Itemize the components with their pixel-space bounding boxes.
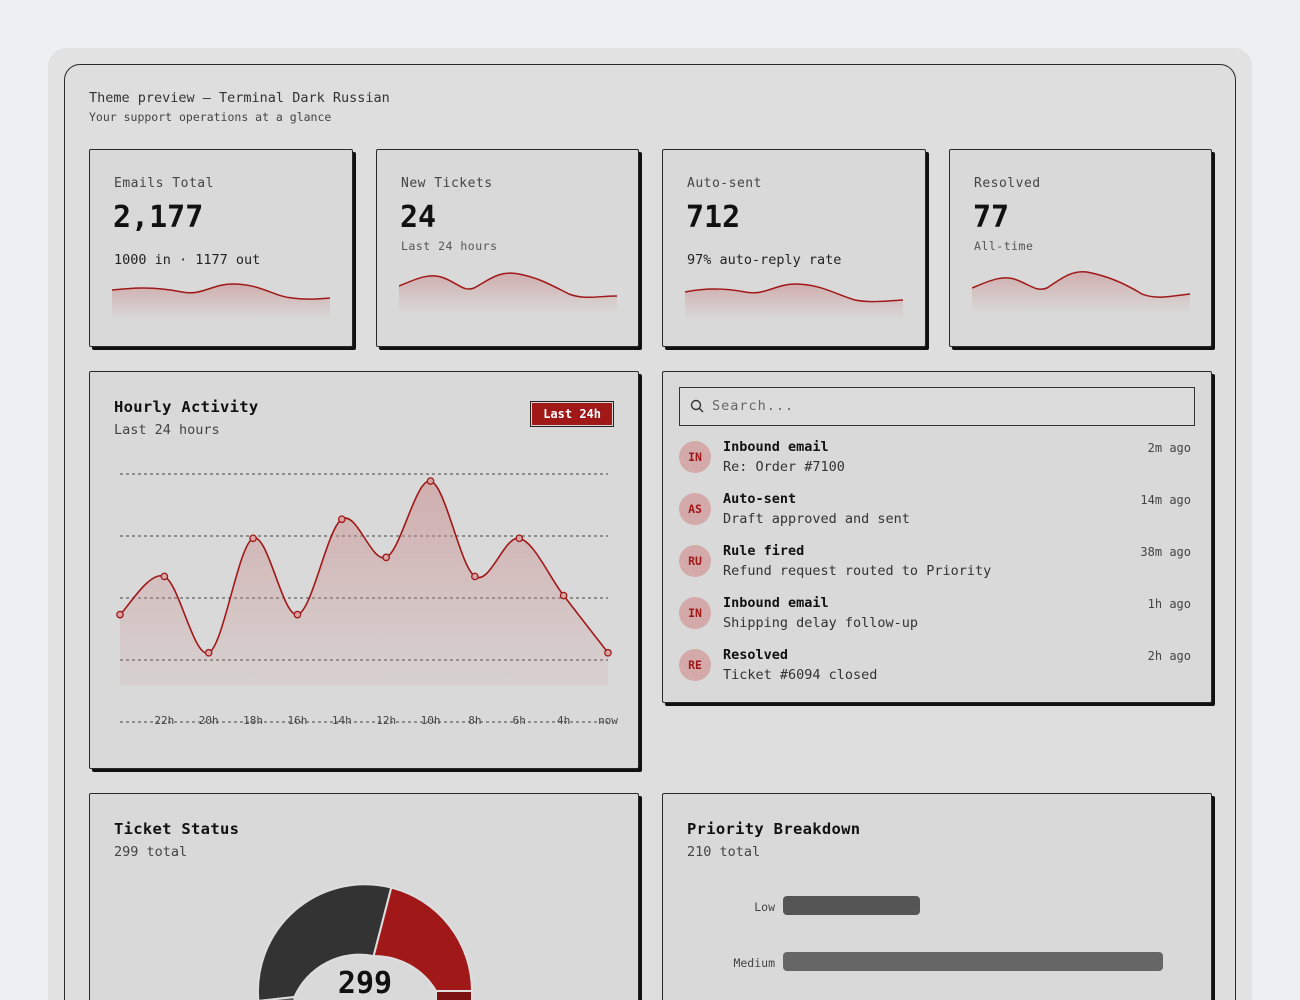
area-fill — [120, 480, 608, 686]
feed-timestamp: 2m ago — [1147, 441, 1191, 455]
data-point — [293, 610, 302, 619]
kpi-card-new-tickets: New Tickets 24 Last 24 hours — [376, 149, 639, 347]
data-point — [160, 572, 169, 581]
sparkline — [112, 283, 330, 320]
hourly-activity-card: Hourly Activity Last 24 hours Last 24h 2… — [89, 371, 639, 769]
search-box[interactable] — [679, 387, 1195, 426]
feed-description: Draft approved and sent — [723, 511, 910, 527]
data-point — [471, 572, 479, 581]
feed-item[interactable]: RU Rule fired Refund request routed to P… — [679, 543, 1191, 587]
kpi-card-emails: Emails Total 2,177 1000 in · 1177 out — [89, 149, 353, 347]
donut-center-value: 299 — [338, 966, 392, 1000]
x-tick-label: 4h — [557, 714, 570, 727]
data-point — [604, 648, 612, 657]
priority-bar-low — [783, 896, 920, 915]
kpi-card-auto-sent: Auto-sent 712 97% auto-reply rate — [662, 149, 926, 347]
x-tick-label: now — [598, 714, 618, 727]
card-subtitle: 299 total — [114, 844, 188, 860]
kpi-label: Auto-sent — [687, 176, 762, 191]
feed-item[interactable]: IN Inbound email Re: Order #7100 2m ago — [679, 439, 1191, 483]
data-point — [559, 591, 568, 600]
avatar: RE — [679, 649, 711, 681]
sparkline — [685, 283, 903, 320]
data-point — [337, 515, 346, 524]
x-tick-label: 6h — [513, 714, 526, 727]
feed-item[interactable]: AS Auto-sent Draft approved and sent 14m… — [679, 491, 1191, 535]
sparkline — [972, 270, 1190, 314]
feed-title: Resolved — [723, 647, 789, 663]
donut-segment-other — [258, 995, 296, 1000]
kpi-label: New Tickets — [401, 176, 493, 191]
card-subtitle: 210 total — [687, 844, 761, 860]
ticket-status-card: Ticket Status 299 total 299 — [89, 793, 639, 1000]
sparkline — [399, 272, 617, 314]
data-point — [116, 610, 124, 619]
kpi-value: 2,177 — [113, 200, 204, 235]
x-tick-label: 18h — [243, 714, 263, 727]
x-tick-label: 8h — [468, 714, 481, 727]
page-title: Theme preview — Terminal Dark Russian — [89, 90, 390, 106]
kpi-label: Resolved — [974, 176, 1041, 191]
kpi-card-resolved: Resolved 77 All-time — [949, 149, 1212, 347]
hourly-activity-chart: 22h 20h 18h 16h 14h 12h 10h 8h 6h 4h now — [116, 473, 618, 727]
x-tick-label: 22h — [154, 714, 174, 727]
avatar: IN — [679, 441, 711, 473]
x-tick-label: 20h — [199, 714, 219, 727]
kpi-value: 24 — [400, 200, 437, 235]
priority-bar-medium — [783, 952, 1163, 971]
feed-item[interactable]: RE Resolved Ticket #6094 closed 2h ago — [679, 647, 1191, 691]
ticket-status-donut: 299 — [256, 883, 474, 1000]
feed-description: Refund request routed to Priority — [723, 563, 992, 579]
data-point — [515, 534, 524, 543]
page-subtitle: Your support operations at a glance — [89, 110, 332, 124]
kpi-subtext: All-time — [974, 239, 1034, 253]
kpi-subtext: 1000 in · 1177 out — [114, 252, 261, 268]
avatar: AS — [679, 493, 711, 525]
data-point — [204, 648, 213, 657]
feed-description: Shipping delay follow-up — [723, 615, 919, 631]
feed-description: Re: Order #7100 — [723, 459, 845, 475]
priority-label: Medium — [733, 956, 775, 970]
card-title: Hourly Activity — [114, 398, 259, 416]
data-point — [382, 553, 391, 562]
feed-timestamp: 1h ago — [1147, 597, 1191, 611]
card-title: Ticket Status — [114, 820, 240, 838]
x-tick-label: 12h — [376, 714, 396, 727]
kpi-subtext: Last 24 hours — [401, 239, 498, 253]
data-point — [426, 477, 435, 485]
avatar: RU — [679, 545, 711, 577]
data-point — [249, 534, 257, 543]
kpi-label: Emails Total — [114, 176, 214, 191]
range-badge[interactable]: Last 24h — [530, 401, 614, 427]
kpi-subtext: 97% auto-reply rate — [687, 252, 842, 268]
feed-title: Rule fired — [723, 543, 805, 559]
feed-timestamp: 38m ago — [1140, 545, 1191, 559]
feed-title: Auto-sent — [723, 491, 797, 507]
x-tick-label: 16h — [288, 714, 308, 727]
x-tick-label: 14h — [332, 714, 352, 727]
feed-item[interactable]: IN Inbound email Shipping delay follow-u… — [679, 595, 1191, 639]
card-subtitle: Last 24 hours — [114, 422, 220, 438]
feed-title: Inbound email — [723, 595, 829, 611]
feed-description: Ticket #6094 closed — [723, 667, 878, 683]
donut-segment-open — [256, 883, 393, 1000]
search-input[interactable] — [712, 388, 1182, 424]
kpi-value: 712 — [686, 200, 741, 235]
donut-segment-pending — [372, 886, 474, 992]
avatar: IN — [679, 597, 711, 629]
priority-label: Low — [754, 900, 775, 914]
donut-segment-resolved — [435, 990, 473, 1000]
priority-breakdown-card: Priority Breakdown 210 total Low Medium — [662, 793, 1212, 1000]
search-icon — [690, 399, 704, 413]
activity-feed-card: IN Inbound email Re: Order #7100 2m ago … — [662, 371, 1212, 703]
feed-timestamp: 2h ago — [1147, 649, 1191, 663]
feed-title: Inbound email — [723, 439, 829, 455]
x-tick-label: 10h — [421, 714, 441, 727]
card-title: Priority Breakdown — [687, 820, 861, 838]
feed-timestamp: 14m ago — [1140, 493, 1191, 507]
kpi-value: 77 — [973, 200, 1010, 235]
